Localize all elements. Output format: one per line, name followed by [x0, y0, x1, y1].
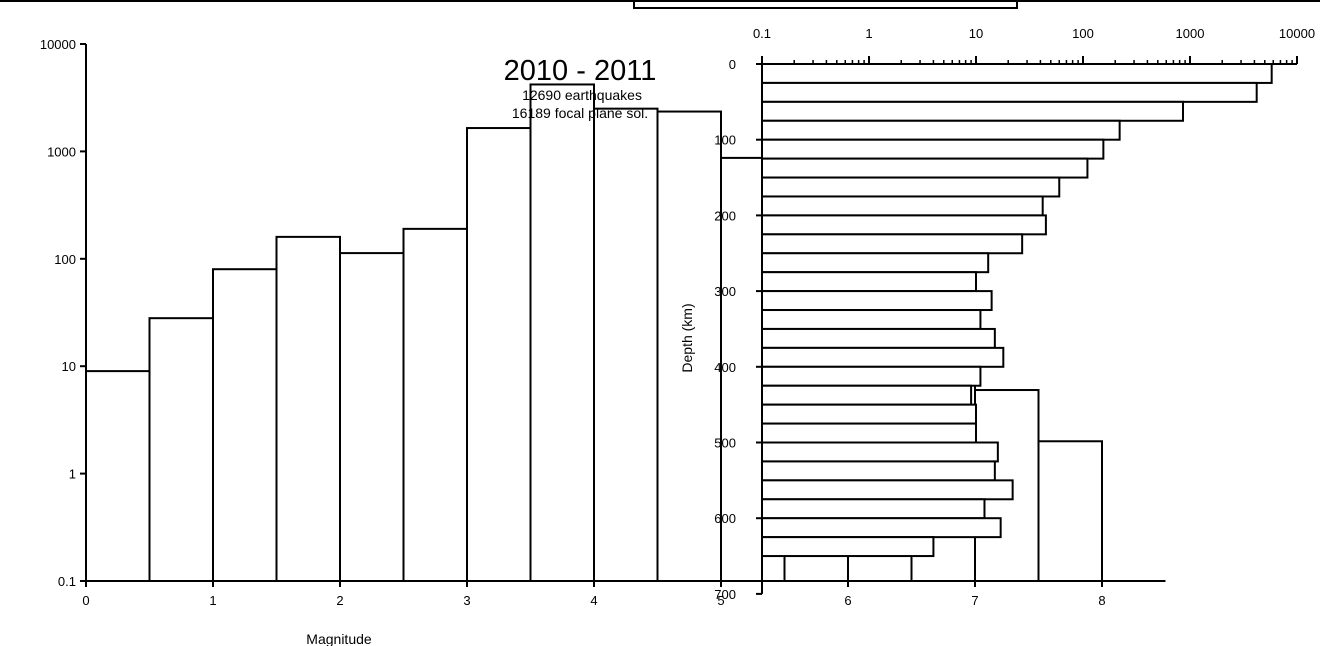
top-frame — [0, 0, 1320, 9]
x-tick-label: 0 — [82, 593, 89, 608]
x-tick-label: 10000 — [1279, 26, 1315, 41]
x-tick-label: 10 — [969, 26, 983, 41]
y-tick-label: 400 — [714, 360, 736, 375]
magnitude-bar — [529, 83, 595, 583]
depth-bar — [761, 176, 1061, 198]
y-tick-label: 300 — [714, 284, 736, 299]
depth-bar — [761, 63, 1273, 84]
x-tick-label: 6 — [844, 593, 851, 608]
depth-bar — [761, 384, 973, 406]
x-axis-label-magnitude: Magnitude — [306, 631, 372, 646]
y-axis-label-depth: Depth (km) — [679, 303, 695, 372]
y-tick-label: 10000 — [40, 37, 76, 52]
depth-bar — [761, 479, 1014, 501]
magnitude-bar — [339, 252, 405, 583]
depth-histogram: 0.1 1 10 100 1000 10000 0 100 200 300 400 500 600 700… — [679, 26, 1315, 602]
x-tick-label: 1 — [865, 26, 872, 41]
magnitude-bar — [212, 268, 278, 582]
depth-bar — [761, 422, 977, 444]
magnitude-bar — [402, 227, 468, 582]
x-tick-label: 1 — [209, 593, 216, 608]
magnitude-bar — [85, 370, 151, 582]
x-tick-label: 100 — [1072, 26, 1094, 41]
chart-subtitle-line-1: 12690 earthquakes — [522, 87, 642, 103]
depth-axes: 0.1 1 10 100 1000 10000 0 100 200 300 400 500 600 700 — [714, 26, 1315, 602]
x-tick-label: 1000 — [1176, 26, 1205, 41]
depth-bar — [761, 271, 977, 293]
depth-bar — [761, 498, 986, 520]
x-tick-label: 0.1 — [753, 26, 771, 41]
depth-bar — [761, 460, 996, 482]
depth-bar — [761, 536, 935, 558]
y-tick-label: 10 — [62, 359, 76, 374]
y-tick-label: 500 — [714, 436, 736, 451]
y-tick-label: 100 — [54, 252, 76, 267]
magnitude-bar — [593, 107, 659, 582]
chart-subtitle-line-2: 16189 focal plane sol. — [512, 105, 648, 121]
depth-bar — [761, 252, 990, 274]
depth-bar — [761, 138, 1105, 160]
y-tick-label: 1 — [69, 467, 76, 482]
chart-title: 2010 - 2011 — [504, 55, 657, 87]
y-tick-label: 0 — [729, 57, 736, 72]
x-tick-label: 4 — [590, 593, 597, 608]
x-tick-label: 8 — [1098, 593, 1105, 608]
magnitude-bar — [275, 235, 341, 583]
depth-bar — [761, 233, 1024, 255]
y-tick-label: 600 — [714, 511, 736, 526]
depth-bar — [761, 441, 999, 463]
magnitude-bar — [656, 110, 722, 583]
depth-bar — [761, 100, 1184, 122]
depth-bar — [761, 157, 1089, 179]
depth-bar — [761, 403, 977, 425]
depth-bar — [761, 81, 1258, 103]
magnitude-bar — [1037, 440, 1103, 582]
x-tick-label: 2 — [336, 593, 343, 608]
y-tick-label: 200 — [714, 208, 736, 223]
y-tick-label: 0.1 — [58, 574, 76, 589]
x-tick-label: 7 — [971, 593, 978, 608]
depth-bar — [761, 214, 1047, 236]
y-tick-label: 100 — [714, 133, 736, 148]
depth-bar — [761, 346, 1005, 368]
magnitude-bar — [466, 127, 532, 582]
x-tick-label: 3 — [463, 593, 470, 608]
depth-bar — [761, 195, 1044, 217]
y-tick-label: 700 — [714, 587, 736, 602]
magnitude-bar — [148, 317, 214, 582]
depth-bar — [761, 309, 982, 330]
depth-bar — [761, 517, 1002, 539]
depth-bar — [761, 327, 996, 349]
y-tick-label: 1000 — [47, 144, 76, 159]
depth-bar — [761, 290, 993, 312]
depth-bar — [761, 119, 1121, 141]
x-tick-label: 5 — [717, 593, 724, 608]
depth-bar — [761, 365, 982, 387]
